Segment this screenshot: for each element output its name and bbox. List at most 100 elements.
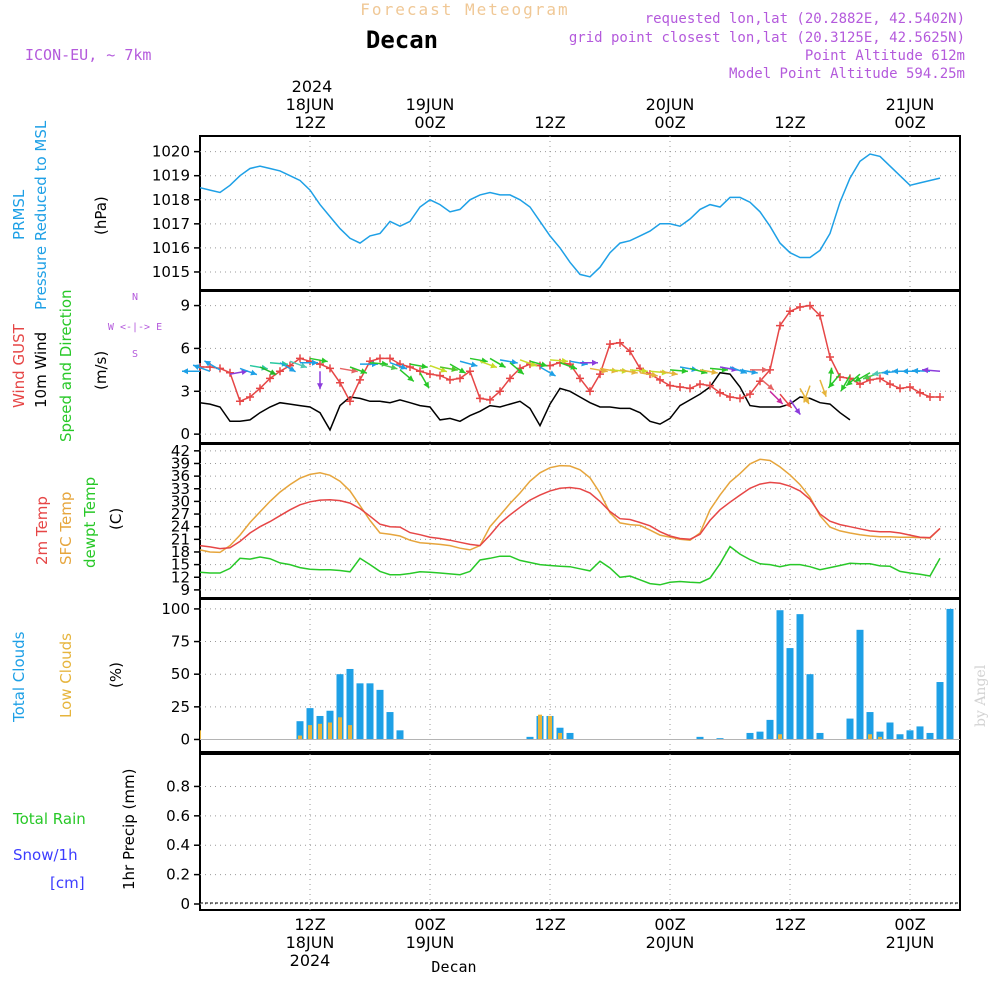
sfc-temp-label: SFC Temp xyxy=(57,492,75,565)
pressure-panel: 1015 1016 1017 1018 1019 1020 xyxy=(152,135,961,291)
gust-marker xyxy=(296,354,304,363)
gust-marker xyxy=(726,393,734,401)
bottom-hour-label: 12Z xyxy=(774,915,805,934)
panel-frame xyxy=(199,290,961,444)
snow-cm-label: [cm] xyxy=(50,874,85,892)
wind-arrow xyxy=(922,367,941,374)
wind-arrow xyxy=(750,366,768,373)
total-cloud-bar xyxy=(366,683,374,740)
total-cloud-bar xyxy=(356,683,364,740)
total-cloud-bar xyxy=(786,648,794,740)
clouds-tick-label: 50 xyxy=(171,665,190,683)
total-cloud-bar xyxy=(876,731,884,740)
low-cloud-bar xyxy=(878,736,882,740)
wind-tick-label: 6 xyxy=(180,339,190,357)
gust-marker xyxy=(686,384,694,393)
wind-arrow xyxy=(659,370,678,377)
top-hour-label: 12Z xyxy=(294,113,325,132)
total-cloud-bar xyxy=(846,718,854,740)
low-clouds-label: Low Clouds xyxy=(57,633,75,718)
wind-arrow xyxy=(259,366,277,376)
wind-arrow xyxy=(289,360,308,369)
pressure-tick-label: 1016 xyxy=(152,239,190,257)
gust-marker xyxy=(246,393,254,401)
total-cloud-bar xyxy=(856,629,864,740)
top-hour-label: 12Z xyxy=(774,113,805,132)
sfc-temp-line xyxy=(199,458,941,554)
bottom-day-label: 21JUN xyxy=(886,933,935,952)
gust-marker xyxy=(826,353,834,361)
model-altitude: Model Point Altitude 594.25m xyxy=(729,66,965,82)
gust-marker xyxy=(326,364,334,373)
gust-marker xyxy=(906,383,914,391)
gust-marker xyxy=(736,394,744,403)
gust-marker xyxy=(776,321,784,330)
temperature-tick-label: 9 xyxy=(180,581,190,599)
gust-marker xyxy=(696,380,704,389)
pressure-tick-label: 1020 xyxy=(152,143,190,161)
pressure-tick-label: 1017 xyxy=(152,215,190,233)
temperature-tick-label: 39 xyxy=(171,454,190,472)
wind-arrow xyxy=(779,393,793,409)
total-cloud-bar xyxy=(696,736,704,740)
gust-marker xyxy=(506,374,514,383)
precip-unit-label: 1hr Precip (mm) xyxy=(120,769,138,890)
gust-marker xyxy=(476,394,484,403)
wind-arrow xyxy=(429,364,448,373)
low-cloud-bar xyxy=(338,717,342,740)
pressure-line xyxy=(199,153,941,278)
point-altitude: Point Altitude 612m xyxy=(805,48,965,64)
total-cloud-bar xyxy=(926,732,934,740)
wind-arrow xyxy=(519,359,538,367)
wind-arrow xyxy=(819,379,827,398)
gust-marker xyxy=(886,380,894,389)
top-day-label: 21JUN xyxy=(886,95,935,114)
low-cloud-bar xyxy=(298,735,302,740)
total-cloud-bar xyxy=(716,738,724,740)
gust-marker xyxy=(376,354,384,363)
gust-marker xyxy=(936,393,944,401)
wind-arrow xyxy=(589,367,608,374)
percent-unit-label: (%) xyxy=(107,662,125,688)
gust-marker xyxy=(926,393,934,401)
wind-arrow xyxy=(789,399,801,416)
wind-10m-label: 10m Wind xyxy=(32,332,50,408)
wind-arrow xyxy=(489,357,506,369)
celsius-unit-label: (C) xyxy=(107,508,125,530)
gust-marker xyxy=(316,360,324,369)
total-cloud-bar xyxy=(336,674,344,740)
gust-marker xyxy=(676,383,684,391)
gust-marker xyxy=(436,371,444,380)
wind-arrow xyxy=(300,359,318,366)
temperature-tick-label: 18 xyxy=(171,543,190,561)
total-cloud-bar xyxy=(566,732,574,740)
low-cloud-bar xyxy=(328,722,332,740)
dewpt-temp-label: dewpt Temp xyxy=(81,477,99,568)
wind-arrow xyxy=(204,360,221,371)
temperature-tick-label: 27 xyxy=(171,505,190,523)
gust-marker xyxy=(626,347,634,356)
compass-rose: N W <-|-> E S xyxy=(108,292,162,360)
top-day-label: 20JUN xyxy=(646,95,695,114)
temperature-tick-label: 12 xyxy=(171,568,190,586)
wind-tick-label: 3 xyxy=(180,382,190,400)
wind-gust-label: Wind GUST xyxy=(10,323,28,408)
pressure-msl-label: Pressure Reduced to MSL xyxy=(32,120,50,310)
gust-marker xyxy=(226,368,234,377)
wind-arrow xyxy=(317,371,323,390)
gust-marker xyxy=(706,381,714,390)
wind-arrow xyxy=(409,363,428,370)
gust-marker xyxy=(446,375,454,384)
top-year-label: 2024 xyxy=(292,77,333,96)
gust-marker xyxy=(716,388,724,397)
total-cloud-bar xyxy=(806,674,814,740)
wind-arrow xyxy=(840,375,851,392)
precip-panel: 0 0.2 0.4 0.6 0.8 xyxy=(166,753,961,913)
wind-arrow xyxy=(479,360,498,369)
wind-arrow xyxy=(399,369,415,383)
wind-arrow xyxy=(803,385,811,403)
temperature-tick-label: 30 xyxy=(171,492,190,510)
clouds-tick-label: 25 xyxy=(171,698,190,716)
temp-2m-line xyxy=(199,481,941,550)
